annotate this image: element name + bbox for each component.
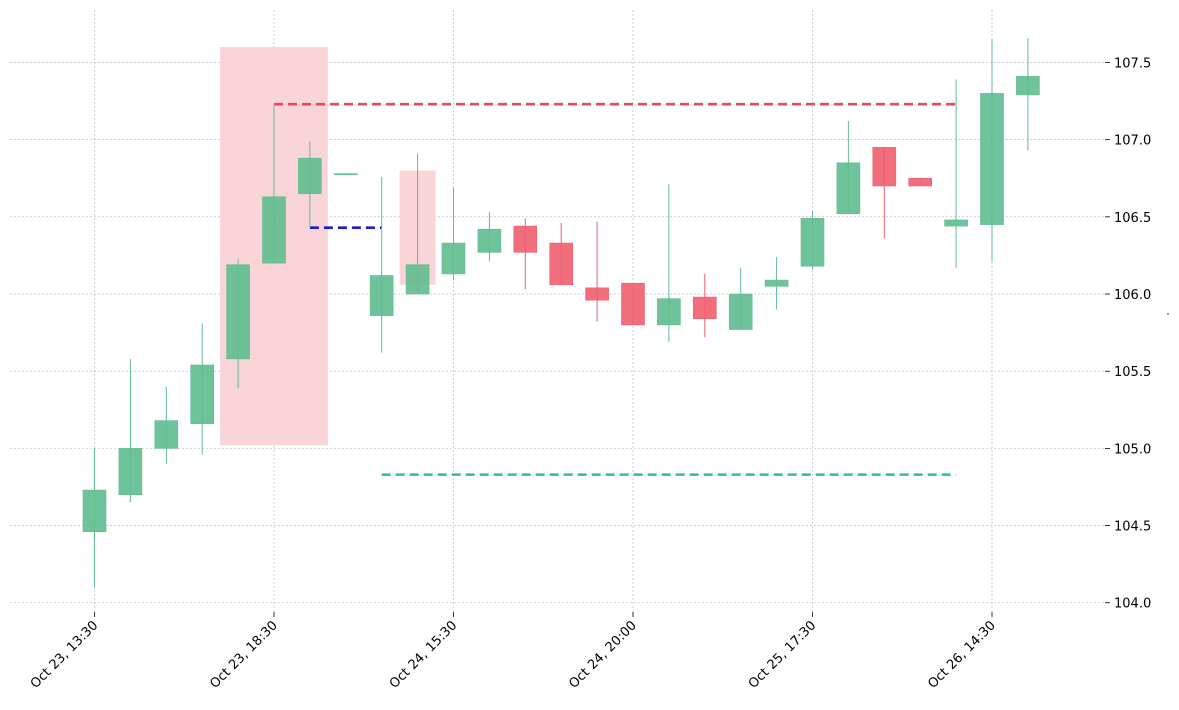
y-tick-label: 105.5 — [1114, 365, 1151, 380]
y-tick-label: 107.5 — [1114, 56, 1151, 71]
candle-up — [980, 93, 1004, 225]
candle-up — [836, 162, 861, 215]
candle-up — [226, 264, 250, 360]
y-tick-label: 107.0 — [1114, 134, 1151, 149]
y-tick-label: 104.0 — [1114, 597, 1151, 612]
y-tick-label: 106.5 — [1114, 211, 1151, 226]
candle-up — [298, 157, 322, 194]
candle-up — [262, 196, 286, 264]
candle-up — [333, 173, 358, 176]
candle-down — [692, 296, 717, 320]
x-tick-label: Oct 24, 15:30 — [387, 618, 460, 691]
candle-up — [800, 218, 825, 267]
candle-up — [1016, 76, 1040, 96]
x-tick-label: Oct 26, 14:30 — [925, 618, 998, 691]
candle-down — [908, 177, 933, 187]
grid-lines — [10, 10, 1105, 612]
candle-up — [369, 275, 394, 316]
y-tick-label: 106.0 — [1114, 288, 1151, 303]
x-tick-label: Oct 24, 20:00 — [566, 618, 639, 691]
y-tick-label: 105.0 — [1114, 442, 1151, 457]
candle-down — [621, 282, 645, 326]
y-tick-label: 104.5 — [1114, 520, 1151, 535]
x-tick-label: Oct 23, 18:30 — [207, 618, 280, 691]
candle-down — [513, 225, 538, 253]
candle-up — [82, 489, 107, 533]
x-tick-label: Oct 25, 17:30 — [746, 618, 819, 691]
candle-up — [764, 279, 789, 287]
candle-up — [118, 448, 143, 495]
candle-up — [657, 298, 681, 326]
candle-up — [405, 264, 430, 295]
candle-up — [190, 364, 214, 424]
candle-up — [944, 219, 968, 227]
candle-up — [728, 293, 753, 330]
candle-up — [477, 228, 502, 253]
level-lines — [274, 102, 957, 476]
candle-up — [154, 420, 179, 449]
x-tick-label: Oct 23, 13:30 — [28, 618, 101, 691]
candle-down — [585, 287, 609, 301]
candle-up — [441, 242, 466, 275]
highlight-zones — [220, 47, 436, 446]
candles — [82, 37, 1040, 588]
candle-down — [549, 242, 574, 286]
candle-down — [872, 147, 897, 187]
